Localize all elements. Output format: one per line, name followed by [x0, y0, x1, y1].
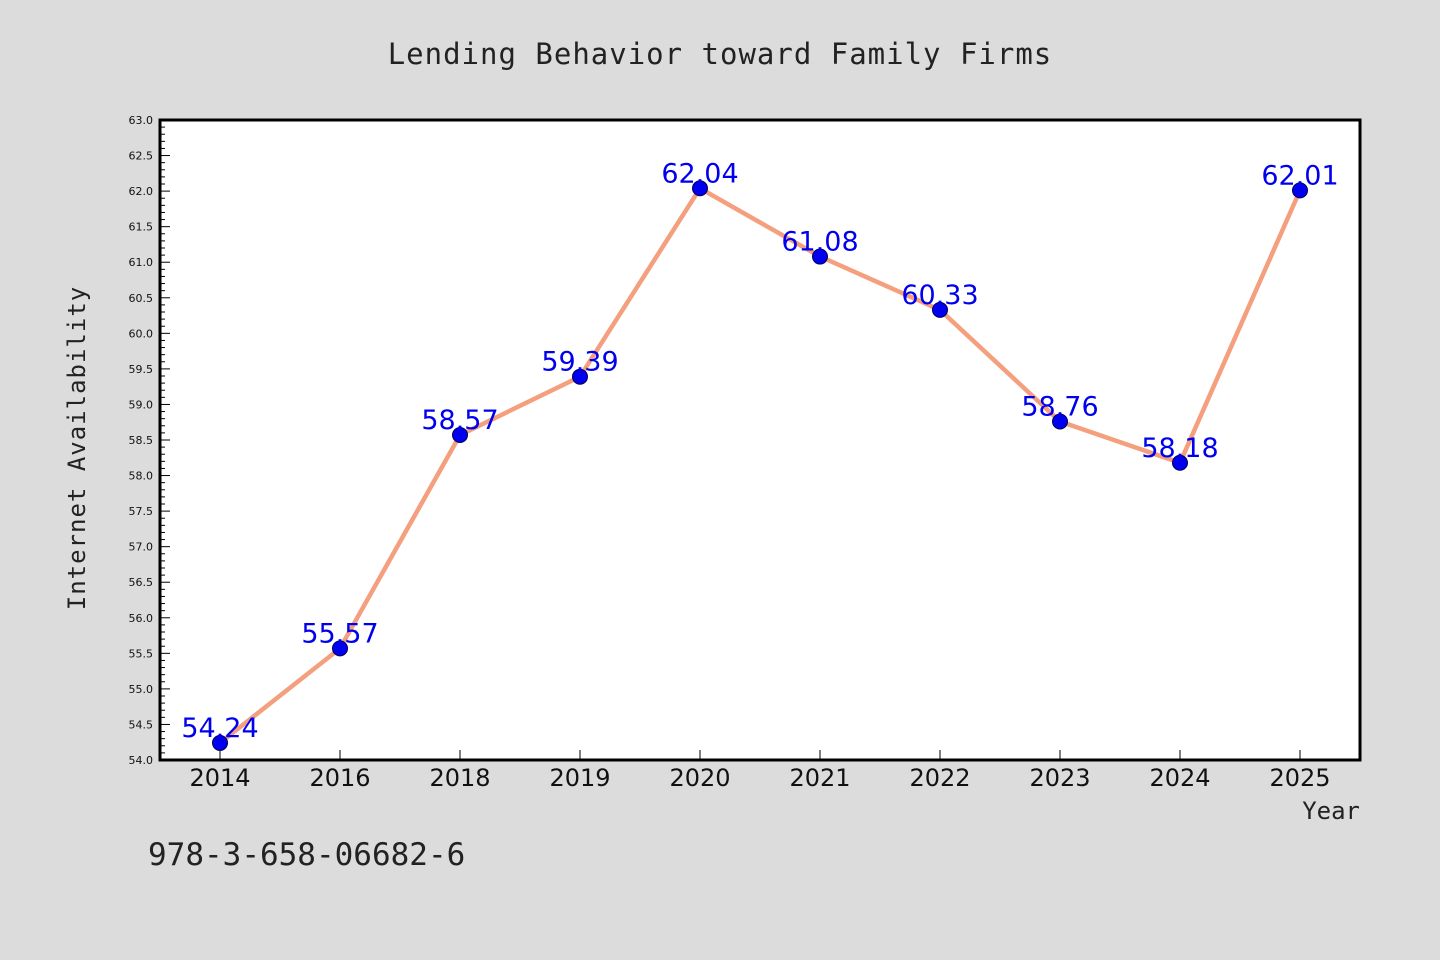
y-tick-label: 58.0 — [129, 470, 154, 483]
y-axis-label: Internet Availability — [63, 286, 91, 610]
y-tick-label: 56.0 — [129, 612, 154, 625]
x-tick-label: 2014 — [189, 764, 250, 792]
x-tick-label: 2016 — [309, 764, 370, 792]
x-tick-label: 2025 — [1269, 764, 1330, 792]
data-point — [572, 368, 588, 385]
y-tick-label: 57.0 — [129, 541, 154, 554]
data-label: 62.04 — [661, 158, 738, 189]
series-line — [217, 186, 1303, 746]
y-tick-label: 60.0 — [129, 327, 154, 340]
x-axis-ticks: 2014 2016 2018 2019 2020 2021 2022 2023 2024 2025 — [189, 750, 1331, 792]
x-tick-label: 2022 — [909, 764, 970, 792]
data-label: 60.33 — [901, 280, 978, 311]
y-tick-label: 54.5 — [129, 718, 154, 731]
x-tick-label: 2018 — [429, 764, 490, 792]
data-label: 61.08 — [781, 227, 858, 258]
y-tick-label: 60.5 — [129, 292, 154, 305]
y-axis-ticks: 54.0 54.5 55.0 55.5 56.0 56.5 57.0 57.5 58.0 58.5… — [129, 114, 170, 767]
data-point — [932, 301, 948, 318]
data-point — [452, 427, 468, 444]
x-tick-label: 2023 — [1029, 764, 1090, 792]
x-axis-label: Year — [1302, 797, 1360, 825]
plot-frame — [158, 118, 1362, 762]
chart-title: Lending Behavior toward Family Firms — [388, 37, 1053, 71]
y-tick-label: 55.0 — [129, 683, 154, 696]
x-tick-label: 2021 — [789, 764, 850, 792]
data-point — [332, 640, 348, 657]
y-tick-label: 55.5 — [129, 647, 154, 660]
y-tick-label: 61.0 — [129, 256, 154, 269]
y-tick-label: 58.5 — [129, 434, 154, 447]
data-label: 55.57 — [301, 618, 378, 649]
data-point — [1052, 413, 1068, 430]
y-tick-label: 56.5 — [129, 576, 154, 589]
data-label: 62.01 — [1261, 160, 1338, 191]
data-label: 58.57 — [421, 405, 498, 436]
y-tick-label: 54.0 — [129, 754, 154, 767]
data-label: 58.18 — [1141, 433, 1218, 464]
data-point — [1172, 454, 1188, 471]
y-tick-label: 59.0 — [129, 398, 154, 411]
data-point — [692, 180, 708, 197]
y-tick-label: 61.5 — [129, 221, 154, 234]
plot-area — [160, 120, 1360, 760]
y-tick-label: 62.0 — [129, 185, 154, 198]
y-tick-label: 59.5 — [129, 363, 154, 376]
y-tick-label: 63.0 — [129, 114, 154, 127]
data-point — [212, 734, 228, 751]
x-tick-label: 2024 — [1149, 764, 1210, 792]
data-label: 58.76 — [1021, 392, 1098, 423]
series-layer: 54.24 55.57 58.57 59.39 62.04 61.08 60.33 58.76… — [181, 158, 1339, 751]
y-tick-label: 57.5 — [129, 505, 154, 518]
data-point — [812, 248, 828, 265]
annotation-text: 978-3-658-06682-6 — [148, 837, 465, 873]
x-tick-label: 2019 — [549, 764, 610, 792]
data-label: 54.24 — [181, 713, 258, 744]
data-point — [1292, 182, 1308, 199]
data-label: 59.39 — [541, 347, 618, 378]
y-tick-label: 62.5 — [129, 150, 154, 163]
x-tick-label: 2020 — [669, 764, 730, 792]
